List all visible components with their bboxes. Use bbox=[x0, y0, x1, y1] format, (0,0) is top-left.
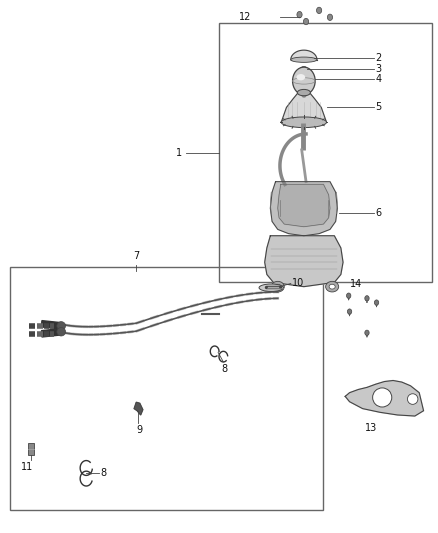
Bar bbox=[219, 22, 432, 282]
Circle shape bbox=[365, 330, 369, 335]
Polygon shape bbox=[291, 50, 317, 60]
Text: 8: 8 bbox=[221, 364, 227, 374]
Text: 6: 6 bbox=[376, 208, 382, 219]
Ellipse shape bbox=[407, 394, 418, 405]
Text: 5: 5 bbox=[376, 102, 382, 112]
Ellipse shape bbox=[300, 67, 307, 71]
Bar bbox=[10, 266, 323, 511]
Text: 9: 9 bbox=[137, 424, 143, 434]
Circle shape bbox=[297, 12, 302, 18]
Circle shape bbox=[346, 293, 351, 298]
Text: 14: 14 bbox=[350, 279, 362, 289]
Ellipse shape bbox=[291, 57, 317, 62]
Circle shape bbox=[374, 300, 379, 305]
Text: 8: 8 bbox=[101, 469, 107, 478]
Circle shape bbox=[293, 67, 315, 95]
Text: 13: 13 bbox=[365, 423, 378, 433]
Circle shape bbox=[317, 7, 322, 13]
Ellipse shape bbox=[329, 284, 335, 289]
Ellipse shape bbox=[325, 281, 339, 292]
Text: 11: 11 bbox=[21, 462, 34, 472]
Circle shape bbox=[365, 296, 369, 301]
Ellipse shape bbox=[281, 117, 326, 127]
Ellipse shape bbox=[373, 388, 392, 407]
Polygon shape bbox=[281, 93, 326, 123]
Polygon shape bbox=[270, 182, 337, 236]
Text: 10: 10 bbox=[292, 278, 304, 288]
Polygon shape bbox=[42, 328, 61, 337]
Polygon shape bbox=[42, 321, 61, 329]
Polygon shape bbox=[134, 402, 143, 415]
Text: 4: 4 bbox=[376, 74, 382, 84]
Ellipse shape bbox=[259, 284, 283, 292]
Ellipse shape bbox=[275, 284, 281, 289]
Text: 2: 2 bbox=[376, 53, 382, 63]
Text: 12: 12 bbox=[239, 12, 251, 22]
Bar bbox=[28, 443, 34, 455]
Ellipse shape bbox=[57, 321, 66, 330]
Circle shape bbox=[304, 18, 309, 25]
Polygon shape bbox=[345, 381, 424, 416]
Text: 3: 3 bbox=[376, 64, 382, 74]
Circle shape bbox=[347, 309, 352, 314]
Ellipse shape bbox=[297, 74, 305, 80]
Polygon shape bbox=[265, 236, 343, 287]
Polygon shape bbox=[278, 184, 330, 227]
Text: 1: 1 bbox=[176, 148, 182, 158]
Circle shape bbox=[327, 14, 332, 20]
Ellipse shape bbox=[271, 281, 284, 292]
Text: 7: 7 bbox=[133, 251, 139, 261]
Ellipse shape bbox=[57, 327, 66, 336]
Ellipse shape bbox=[297, 90, 311, 96]
